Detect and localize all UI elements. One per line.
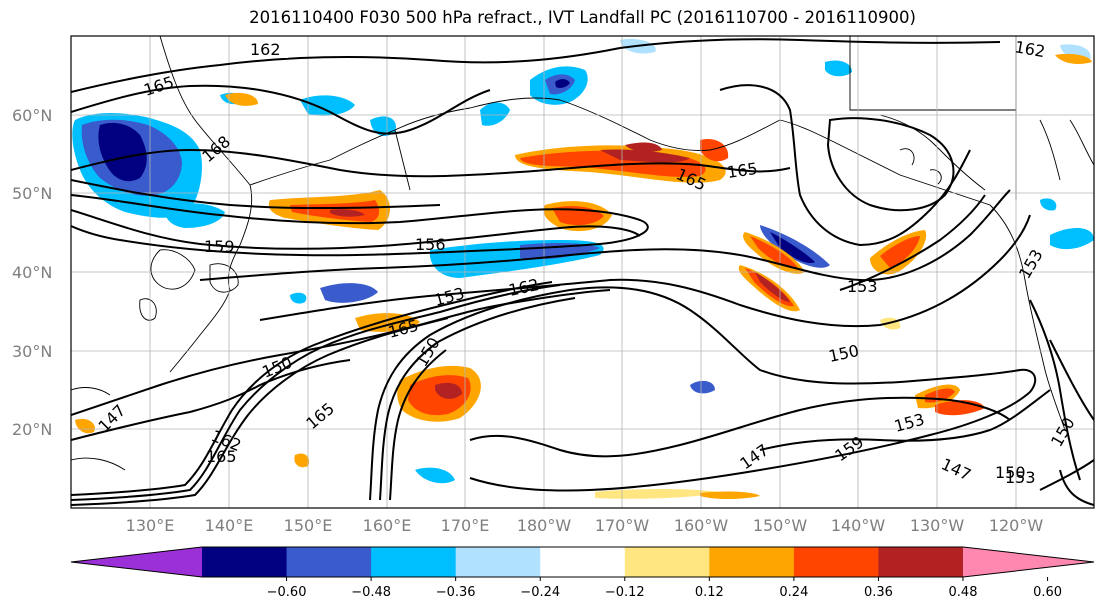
colorbar-tick-label: 0.36 [864,585,893,600]
positive-anomaly-shading [75,53,1092,499]
colorbar: −0.60 −0.48 −0.36 −0.24 −0.12 0.12 0.24 0.36 0.4… [70,546,1095,600]
latitude-labels: 60°N 50°N 40°N 30°N 20°N [12,106,52,439]
colorbar-segment [202,547,288,577]
colorbar-extension-high [963,547,1094,577]
colorbar-extension-low [71,547,202,577]
lon-label: 130°W [910,516,965,535]
colorbar-segment [286,547,372,577]
lon-label: 160°W [674,516,729,535]
colorbar-segment [540,547,626,577]
lat-label: 30°N [12,342,52,361]
colorbar-ticks: −0.60 −0.48 −0.36 −0.24 −0.12 0.12 0.24 0.36 0.4… [267,577,1062,600]
colorbar-segment [371,547,457,577]
lon-label: 140°E [205,516,254,535]
lon-label: 130°E [126,516,175,535]
colorbar-tick-label: 0.48 [949,585,978,600]
contour-label: 162 [250,40,281,59]
colorbar-outline [70,546,1095,578]
contour-label: 150 [995,463,1026,482]
lat-label: 20°N [12,420,52,439]
colorbar-segment [878,547,964,577]
longitude-labels: 130°E 140°E 150°E 160°E 170°E 180°W 170°… [126,516,1044,535]
colorbar-tick-label: 0.24 [779,585,808,600]
graticule [71,36,1094,508]
contour-label: 165 [206,447,237,466]
lon-label: 180°W [517,516,572,535]
lat-label: 50°N [12,184,52,203]
colorbar-tick-label: −0.48 [351,585,391,600]
colorbar-segment [455,547,541,577]
colorbar-segments [70,546,1095,578]
colorbar-segment [624,547,710,577]
lat-label: 40°N [12,263,52,282]
map-title: 2016110400 F030 500 hPa refract., IVT La… [249,8,916,27]
contour-label: 159 [204,237,235,256]
colorbar-tick-label: 0.60 [1033,585,1062,600]
lon-label: 170°E [441,516,490,535]
map-frame [70,35,1095,509]
colorbar-segment [709,547,795,577]
lon-label: 150°E [284,516,333,535]
colorbar-segment [793,547,879,577]
lat-label: 60°N [12,106,52,125]
colorbar-tick-label: −0.12 [605,585,645,600]
lon-label: 140°W [831,516,886,535]
lon-label: 170°W [595,516,650,535]
contour-label: 165 [726,159,759,182]
contour-label: 153 [847,277,878,296]
lon-label: 160°E [363,516,412,535]
lon-label: 120°W [989,516,1044,535]
contour-label: 153 [1005,468,1036,487]
colorbar-tick-label: −0.60 [267,585,307,600]
colorbar-tick-label: −0.24 [520,585,560,600]
contour-label: 156 [415,235,446,254]
colorbar-tick-label: −0.36 [436,585,476,600]
lon-label: 150°W [753,516,808,535]
refractivity-contours [71,38,1094,506]
colorbar-tick-label: 0.12 [695,585,724,600]
map-content: 162 165 168 159 156 153 162 165 165 165 … [71,36,1094,508]
